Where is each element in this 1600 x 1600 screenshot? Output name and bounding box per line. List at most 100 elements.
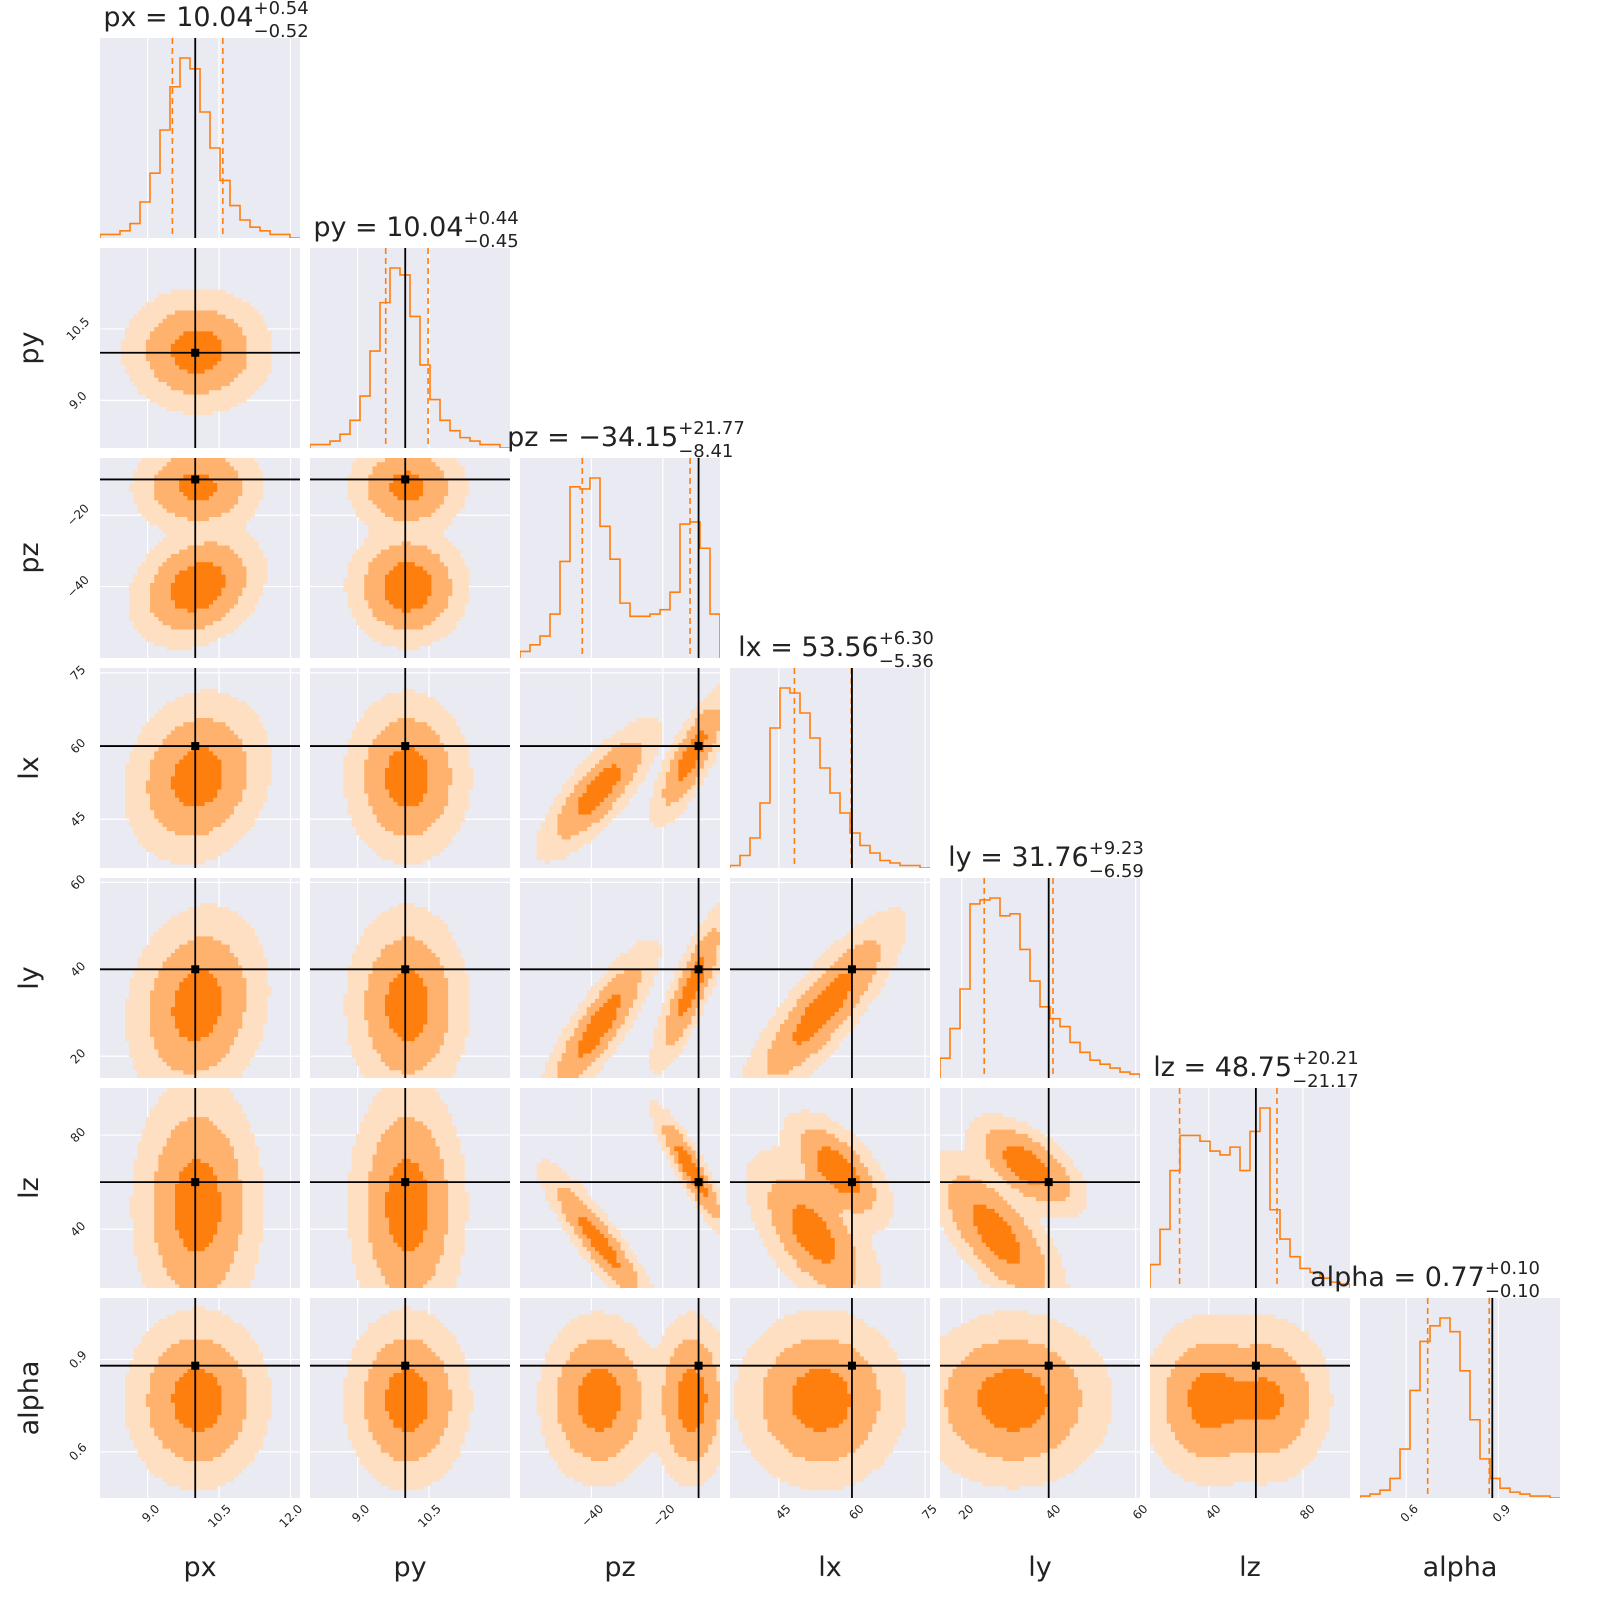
title-minus-error: −5.36 xyxy=(879,651,934,672)
x-axis-label-lx: lx xyxy=(818,1552,842,1583)
x-tick-label-alpha: 0.6 xyxy=(1398,1502,1421,1525)
contour-panel-py-alpha xyxy=(310,1298,510,1498)
histogram-title-ly: ly = 31.76+9.23 xyxy=(948,838,1144,873)
histogram-title-pz: pz = −34.15+21.77 xyxy=(507,418,745,453)
x-tick-label-alpha: 0.9 xyxy=(1490,1502,1513,1525)
y-tick-label-lx: 60 xyxy=(68,736,89,757)
contour-1-sigma xyxy=(1187,1373,1284,1428)
truth-marker xyxy=(694,1361,703,1370)
truth-marker xyxy=(401,475,410,484)
title-plus-error: +0.44 xyxy=(464,208,519,229)
contour-panel-px-lx xyxy=(100,668,300,868)
x-axis-label-ly: ly xyxy=(1028,1552,1052,1583)
truth-marker xyxy=(694,1178,703,1187)
histogram-step-lx xyxy=(730,687,930,868)
y-tick-label-ly: 60 xyxy=(68,872,89,893)
histogram-title-py: py = 10.04+0.44 xyxy=(313,208,518,243)
x-tick-label-lz: 40 xyxy=(1203,1502,1224,1523)
y-tick-label-alpha: 0.6 xyxy=(66,1440,89,1463)
contour-panel-px-ly xyxy=(100,878,300,1078)
contour-1-sigma xyxy=(578,730,709,815)
title-plus-error: +20.21 xyxy=(1292,1048,1359,1069)
title-value: py = 10.04 xyxy=(313,212,463,243)
contour-panel-pz-lx xyxy=(520,668,720,868)
title-minus-error: −6.59 xyxy=(1089,861,1144,882)
title-plus-error: +0.10 xyxy=(1485,1258,1540,1279)
truth-marker xyxy=(401,965,410,974)
contour-1-sigma xyxy=(792,1146,860,1264)
y-tick-label-lx: 75 xyxy=(68,663,89,684)
contour-panel-ly-lz xyxy=(940,1088,1140,1288)
contour-panel-lx-ly xyxy=(730,878,930,1078)
title-plus-error: +21.77 xyxy=(678,418,745,439)
truth-marker xyxy=(1251,1361,1260,1370)
title-minus-error: −0.52 xyxy=(254,21,309,42)
x-tick-label-py: 9.0 xyxy=(349,1502,372,1525)
y-axis-label-ly: ly xyxy=(14,966,45,990)
title-plus-error: +9.23 xyxy=(1089,838,1144,859)
histogram-panel-px xyxy=(100,38,300,238)
x-tick-label-px: 10.5 xyxy=(205,1502,234,1531)
title-minus-error: −8.41 xyxy=(678,441,733,462)
title-minus-error: −0.45 xyxy=(464,231,519,252)
title-value: px = 10.04 xyxy=(103,2,253,33)
x-axis-label-alpha: alpha xyxy=(1423,1552,1498,1583)
truth-marker xyxy=(191,348,200,357)
x-axis-label-pz: pz xyxy=(604,1552,635,1583)
histogram-step-ly xyxy=(940,897,1140,1078)
histogram-step-lz xyxy=(1150,1107,1350,1288)
y-axis-label-alpha: alpha xyxy=(14,1361,45,1436)
contour-panel-lx-lz xyxy=(730,1088,930,1288)
truth-marker xyxy=(847,1178,856,1187)
truth-marker xyxy=(401,1361,410,1370)
y-axis-label-py: py xyxy=(14,331,45,364)
contour-panel-px-py xyxy=(100,248,300,448)
contour-panel-py-lz xyxy=(310,1088,510,1288)
panel-background xyxy=(940,878,1140,1078)
y-tick-label-py: 10.5 xyxy=(64,315,93,344)
contour-panel-px-lz xyxy=(100,1088,300,1288)
histogram-panel-pz xyxy=(520,458,720,658)
panel-background xyxy=(520,458,720,658)
x-tick-label-px: 12.0 xyxy=(277,1502,306,1531)
truth-marker xyxy=(1044,1361,1053,1370)
x-tick-label-pz: −40 xyxy=(578,1502,606,1530)
title-plus-error: +0.54 xyxy=(254,0,309,19)
truth-marker xyxy=(847,965,856,974)
truth-marker xyxy=(191,1361,200,1370)
y-tick-label-pz: −20 xyxy=(64,501,92,529)
contour-panel-ly-alpha xyxy=(940,1298,1140,1498)
x-axis-label-lz: lz xyxy=(1239,1552,1261,1583)
panel-background xyxy=(1360,1298,1560,1498)
title-value: lx = 53.56 xyxy=(738,632,879,663)
contour-panel-px-alpha xyxy=(100,1298,300,1498)
contour-1-sigma xyxy=(578,1368,709,1432)
title-minus-error: −0.10 xyxy=(1485,1281,1540,1302)
truth-marker xyxy=(191,1178,200,1187)
x-tick-label-lx: 45 xyxy=(773,1502,794,1523)
contour-1-sigma xyxy=(792,1368,852,1432)
y-tick-label-pz: −40 xyxy=(64,573,92,601)
title-value: alpha = 0.77 xyxy=(1310,1262,1485,1293)
x-tick-label-py: 10.5 xyxy=(415,1502,444,1531)
contour-panel-lz-alpha xyxy=(1150,1298,1350,1498)
y-axis-label-lx: lx xyxy=(14,756,45,780)
contour-1-sigma xyxy=(170,474,226,613)
x-axis-label-py: py xyxy=(393,1552,426,1583)
title-value: ly = 31.76 xyxy=(948,842,1089,873)
y-tick-label-ly: 40 xyxy=(68,959,89,980)
truth-marker xyxy=(191,742,200,751)
y-tick-label-lz: 80 xyxy=(68,1125,89,1146)
x-tick-label-lx: 75 xyxy=(919,1502,940,1523)
contour-1-sigma xyxy=(792,973,852,1046)
x-tick-label-pz: −20 xyxy=(650,1502,678,1530)
contour-2-sigma xyxy=(557,709,720,840)
histogram-panel-ly xyxy=(940,878,1140,1078)
y-axis-label-pz: pz xyxy=(14,542,45,573)
contour-panel-pz-alpha xyxy=(520,1298,720,1498)
histogram-panel-lz xyxy=(1150,1088,1350,1288)
title-value: pz = −34.15 xyxy=(507,422,678,453)
contour-panel-pz-lz xyxy=(520,1088,720,1288)
histogram-title-px: px = 10.04+0.54 xyxy=(103,0,308,33)
